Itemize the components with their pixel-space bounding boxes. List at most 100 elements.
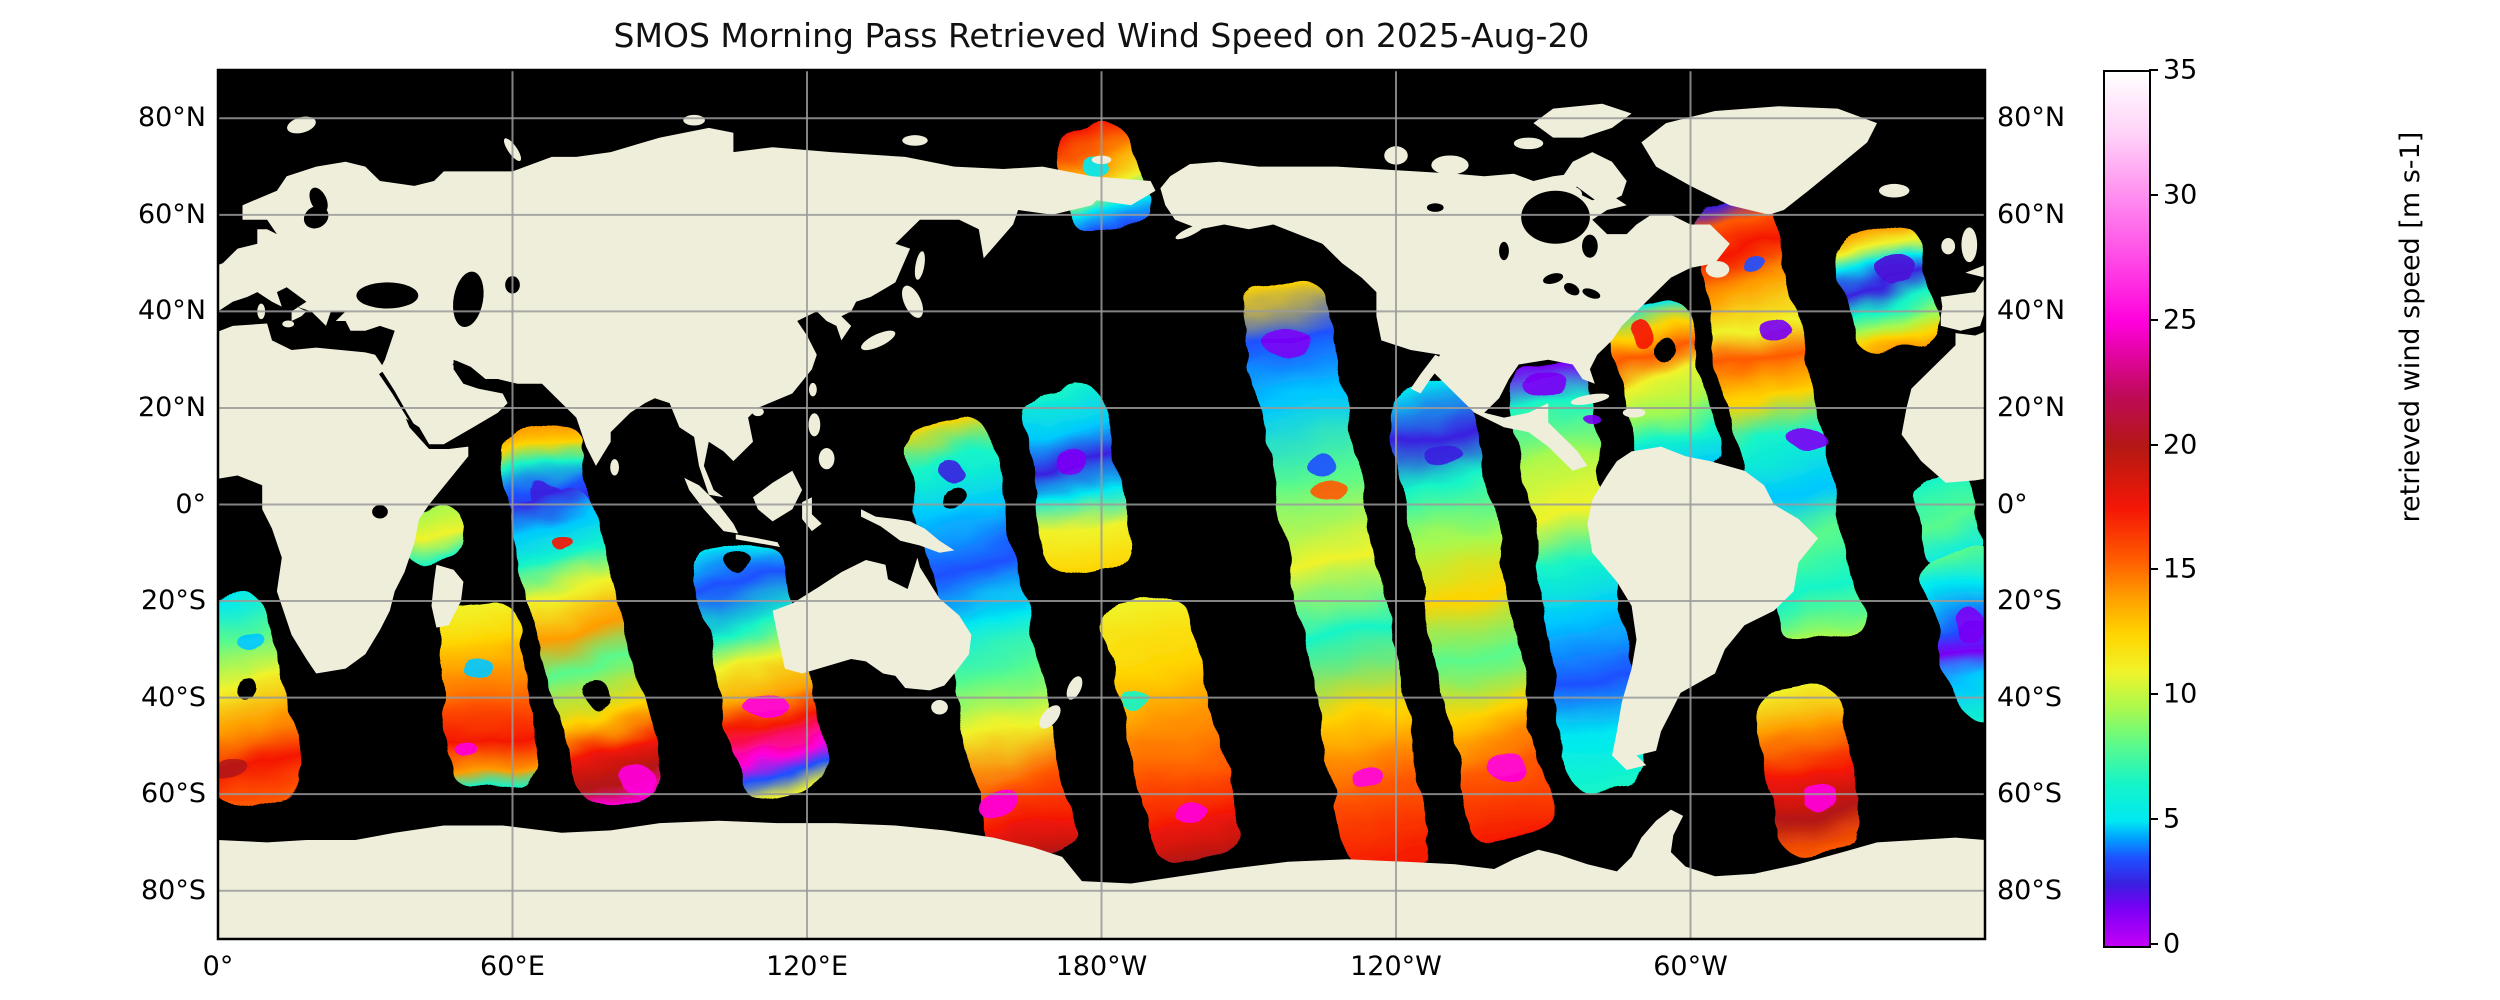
wind-swath-s-labrador-atlantic <box>1691 195 1859 640</box>
landmass <box>1562 152 1627 206</box>
landmass <box>1940 265 1985 331</box>
lon-tick-label: 120°W <box>1350 951 1442 982</box>
island <box>287 116 316 134</box>
lat-tick-label-left: 40°N <box>137 295 206 327</box>
lat-tick-label-right: 40°S <box>1997 681 2062 713</box>
lat-tick-label-right: 20°S <box>1997 585 2062 617</box>
island <box>1175 224 1205 240</box>
wind-swath-s-tasman <box>1104 598 1240 864</box>
swath-feature-blob <box>1055 449 1089 475</box>
swath-band <box>1240 279 1430 867</box>
colorbar-tick-label: 35 <box>2163 54 2198 86</box>
swath-masked-hole <box>1653 338 1677 362</box>
colorbar <box>2103 70 2151 948</box>
lake-or-inland-sea <box>356 282 419 309</box>
swath-feature-blob <box>1756 318 1790 338</box>
swath-masked-hole <box>940 484 966 510</box>
colorbar-tick-label: 0 <box>2163 928 2181 960</box>
wind-swath-s-mid-pacific <box>1240 279 1430 867</box>
swath-band <box>1388 378 1552 845</box>
colorbar-tick-label: 15 <box>2163 553 2198 585</box>
swath-feature-blob <box>550 532 570 548</box>
swath-band <box>1104 598 1240 864</box>
lat-tick-label-right: 80°S <box>1997 874 2062 906</box>
island <box>1513 137 1544 150</box>
island <box>1705 261 1730 278</box>
island <box>808 413 821 437</box>
swath-feature-blob <box>976 790 1024 820</box>
lake-or-inland-sea <box>1564 282 1580 296</box>
lake-or-inland-sea <box>2220 361 2264 388</box>
swath-band <box>507 489 663 803</box>
island <box>1356 258 1372 271</box>
lake-or-inland-sea <box>309 187 328 214</box>
swath-feature-blob <box>1521 371 1569 397</box>
swath-band <box>1836 224 1938 354</box>
colorbar-tick-mark <box>2149 193 2158 196</box>
wind-swath-s-south-indian <box>507 489 663 803</box>
landmass <box>1641 106 1877 215</box>
wind-swath-s-sw-australia <box>693 543 831 800</box>
landmass <box>772 557 972 691</box>
lat-tick-label-left: 20°N <box>137 391 206 423</box>
island <box>818 448 835 470</box>
landmass <box>735 534 780 547</box>
swath-feature-blob <box>458 744 480 760</box>
landmass <box>431 564 464 628</box>
landmass <box>1587 446 1819 770</box>
colorbar-tick-mark <box>2149 318 2158 321</box>
swath-feature-blob <box>1958 610 1985 646</box>
island <box>861 330 896 351</box>
landmass <box>684 477 739 534</box>
map-border <box>216 68 1987 941</box>
colorbar-tick-mark <box>2149 943 2158 945</box>
swath-feature-blob <box>1880 257 1920 287</box>
landmass <box>1985 810 2500 939</box>
lat-tick-label-left: 0° <box>175 488 206 520</box>
swath-feature-blob <box>218 757 250 783</box>
lake-or-inland-sea <box>1582 234 1598 258</box>
colorbar-tick-label: 5 <box>2163 803 2181 835</box>
island <box>914 251 925 280</box>
lat-tick-label-left: 20°S <box>141 585 206 617</box>
lake-or-inland-sea <box>372 504 388 519</box>
lat-tick-label-right: 40°N <box>1997 295 2066 327</box>
landmass <box>2199 565 2231 628</box>
colorbar-tick-label: 10 <box>2163 678 2198 710</box>
swath-masked-hole <box>235 677 257 699</box>
colorbar-tick-mark <box>2149 568 2158 571</box>
wind-swath-s-right-edge-wrap <box>1926 549 1985 715</box>
lat-tick-label-left: 80°N <box>137 102 206 134</box>
island <box>808 382 817 397</box>
lat-tick-label-left: 60°S <box>141 778 206 810</box>
graticule-layer <box>218 70 1985 939</box>
colorbar-tick-label: 20 <box>2163 429 2198 461</box>
swath-feature-blob <box>744 693 788 719</box>
island <box>1961 227 1978 263</box>
swath-feature-blob <box>1173 801 1207 823</box>
colorbar-tick-label: 25 <box>2163 304 2198 336</box>
swath-band <box>693 543 831 800</box>
lon-tick-label: 0° <box>202 951 234 982</box>
land-layer <box>218 103 2500 939</box>
colorbar-axis-label: retrieved wind speed [m s-1] <box>2394 131 2426 523</box>
swath-feature-blob <box>1423 444 1463 466</box>
landmass <box>218 323 469 674</box>
landmass <box>1410 354 1446 394</box>
swath-band <box>905 420 1075 865</box>
wind-swath-s-atlantic-left-edge <box>218 592 305 808</box>
wind-swath-s-ne-atlantic <box>1836 224 1938 354</box>
lake-or-inland-sea <box>453 271 484 328</box>
swath-feature-blob <box>1630 320 1652 346</box>
island <box>610 459 620 476</box>
swath-masked-hole <box>730 553 754 577</box>
island <box>1622 407 1646 418</box>
island <box>1066 676 1083 700</box>
wind-swath-s-east-pacific <box>1388 378 1552 845</box>
lake-or-inland-sea <box>1582 288 1601 299</box>
colorbar-tick-label: 30 <box>2163 179 2198 211</box>
swath-feature-blob <box>938 461 962 479</box>
lake-or-inland-sea <box>452 360 497 388</box>
lat-tick-label-left: 60°N <box>137 198 206 230</box>
